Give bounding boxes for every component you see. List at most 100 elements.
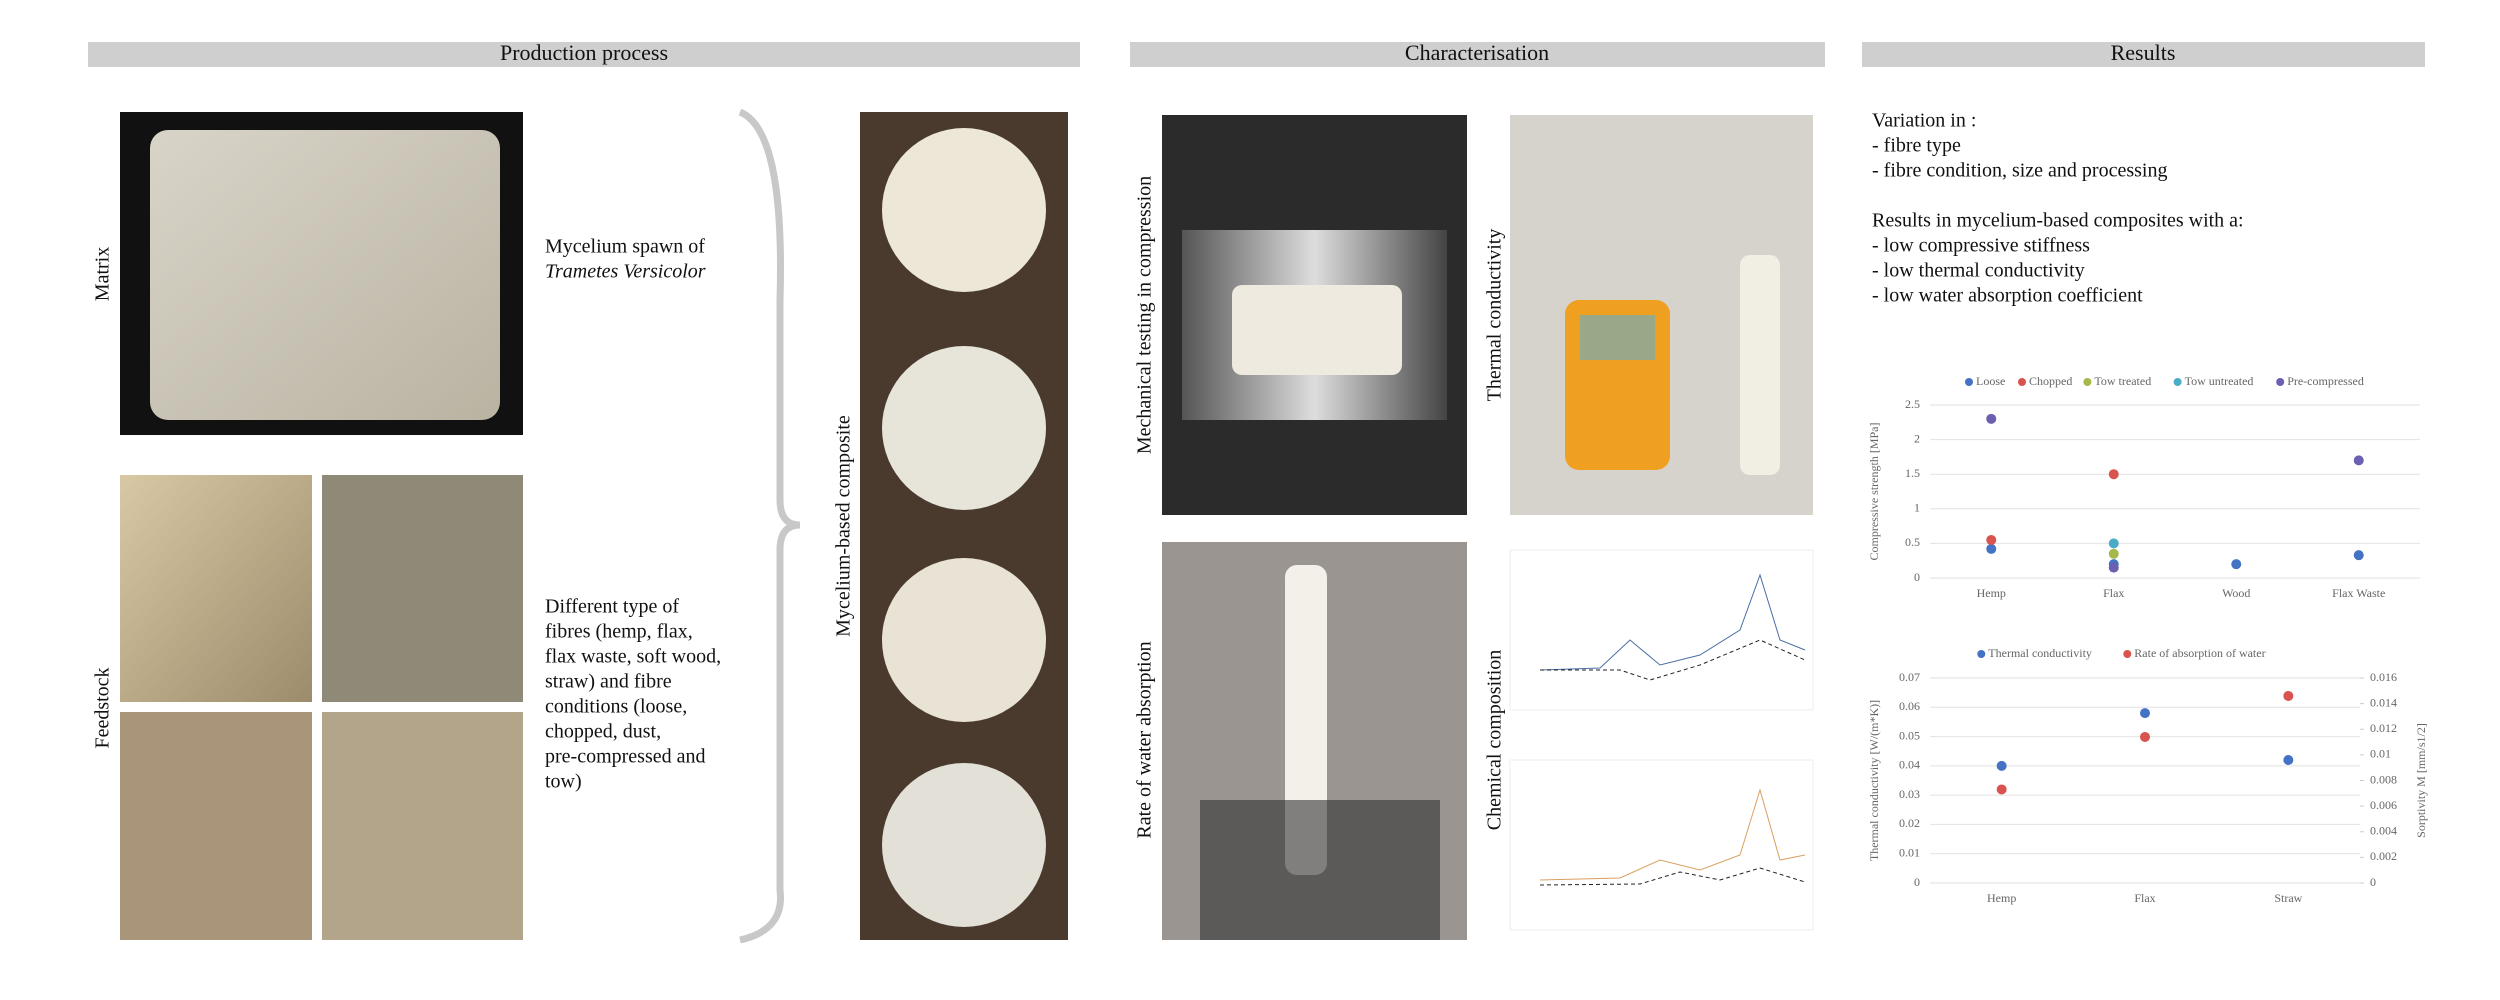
header-bar <box>1130 42 1825 67</box>
sample <box>882 558 1046 722</box>
y-tick-label: 2.5 <box>1905 397 1920 411</box>
description: Trametes Versicolor <box>545 261 706 283</box>
row-label: Feedstock <box>92 667 114 748</box>
legend-label: Tow treated <box>2094 374 2151 388</box>
y-tick-label: 0.07 <box>1899 670 1920 684</box>
fibre-photo <box>322 475 523 702</box>
specimen <box>1285 565 1327 875</box>
x-tick-label: Hemp <box>1987 891 2016 905</box>
specimen <box>1740 255 1780 475</box>
y-tick-label: 0.02 <box>1899 816 1920 830</box>
y-tick-label: 0.03 <box>1899 787 1920 801</box>
brace <box>738 108 801 944</box>
x-tick-label: Straw <box>2274 891 2302 905</box>
data-point <box>2140 731 2150 742</box>
y2-tick-label: 0.01 <box>2370 747 2391 761</box>
y-tick-label: 0.05 <box>1899 728 1920 742</box>
data-point <box>2108 469 2119 480</box>
data-point <box>2283 690 2294 701</box>
sample <box>882 763 1046 927</box>
legend-label: Pre-compressed <box>2287 374 2364 388</box>
y2-tick-label: 0.002 <box>2370 849 2397 863</box>
result-line: Variation in : <box>1872 110 1976 132</box>
y-axis-title: Compressive strength [MPa] <box>1867 423 1881 561</box>
description-line: flax waste, soft wood, <box>545 646 721 668</box>
y-tick-label: 0.04 <box>1899 758 1920 772</box>
result-line: - fibre type <box>1872 135 1961 157</box>
column-label: Mycelium-based composite <box>833 415 855 637</box>
description-line: chopped, dust, <box>545 721 661 743</box>
legend-swatch <box>1977 650 1986 658</box>
x-tick-label: Flax Waste <box>2332 586 2385 600</box>
y2-tick-label: 0.008 <box>2370 772 2397 786</box>
result-line: - low water absorption coefficient <box>1872 285 2143 307</box>
x-tick-label: Wood <box>2222 586 2250 600</box>
y-tick-label: 0.5 <box>1905 535 1920 549</box>
display <box>1580 315 1655 360</box>
method-label: Thermal conductivity <box>1484 229 1506 402</box>
legend-swatch <box>2083 378 2092 386</box>
x-tick-label: Hemp <box>1977 586 2006 600</box>
description-line: tow) <box>545 771 582 793</box>
method-label: Mechanical testing in compression <box>1134 176 1156 454</box>
y-tick-label: 0 <box>1914 875 1920 889</box>
spectrum <box>1509 549 1814 711</box>
section-title: Results <box>2111 40 2176 65</box>
y-tick-label: 2 <box>1914 431 1920 445</box>
y2-tick-label: 0 <box>2370 875 2376 889</box>
y-tick-label: 0 <box>1914 570 1920 584</box>
legend-label: Thermal conductivity <box>1988 646 2092 660</box>
y2-tick-label: 0.014 <box>2370 695 2397 709</box>
data-point <box>2231 559 2242 570</box>
header-bar <box>1862 42 2425 67</box>
result-line: - low compressive stiffness <box>1872 235 2090 257</box>
y-tick-label: 1 <box>1914 501 1920 515</box>
y-tick-label: 0.06 <box>1899 699 1920 713</box>
data-point <box>1996 784 2007 795</box>
description-line: pre-compressed and <box>545 746 706 768</box>
legend-swatch <box>1965 378 1973 386</box>
fibre-photo <box>120 475 312 702</box>
x-tick-label: Flax <box>2134 891 2155 905</box>
data-point <box>1986 543 1997 554</box>
data-point <box>1986 534 1997 545</box>
y2-tick-label: 0.016 <box>2370 670 2397 684</box>
description-line: straw) and fibre <box>545 671 672 693</box>
legend-label: Chopped <box>2029 374 2072 388</box>
grid-mesh <box>1200 800 1440 940</box>
sample <box>882 128 1046 292</box>
fibre-photo <box>322 712 523 940</box>
result-line: Results in mycelium-based composites wit… <box>1872 210 2244 232</box>
y-tick-label: 1.5 <box>1905 466 1920 480</box>
description-line: fibres (hemp, flax, <box>545 621 693 643</box>
spectrum-line <box>1540 639 1806 681</box>
result-line: - low thermal conductivity <box>1872 260 2085 282</box>
y2-axis-title: Sorptivity M [mm/s1/2] <box>2414 723 2428 838</box>
spectrum <box>1509 759 1814 931</box>
description: Different type of fibres (hemp, flax, flax… <box>545 596 721 793</box>
legend-swatch <box>2123 650 2132 658</box>
method-label: Chemical composition <box>1484 650 1506 831</box>
spectrum-line <box>1539 573 1806 671</box>
row-label: Matrix <box>92 247 114 301</box>
legend-label: Loose <box>1976 374 2005 388</box>
section-title: Characterisation <box>1405 40 1549 65</box>
sample <box>882 346 1046 510</box>
section-title: Production process <box>500 40 668 65</box>
description-line: conditions (loose, <box>545 696 687 718</box>
y2-tick-label: 0.004 <box>2370 824 2397 838</box>
result-line: - fibre condition, size and processing <box>1872 160 2167 182</box>
y2-tick-label: 0.006 <box>2370 798 2397 812</box>
specimen <box>1232 285 1402 375</box>
spectrum-line <box>1539 788 1806 881</box>
data-point <box>2108 548 2119 559</box>
fibre-photo <box>120 712 312 940</box>
data-point <box>2140 708 2150 719</box>
x-tick-label: Flax <box>2103 586 2124 600</box>
method-label: Rate of water absorption <box>1134 641 1156 838</box>
legend-swatch <box>2276 378 2285 386</box>
y-axis-title: Thermal conductivity [W/(m*K)] <box>1867 700 1881 861</box>
data-point <box>2353 550 2364 561</box>
data-point <box>2108 562 2119 573</box>
spawn-bag <box>150 130 500 420</box>
